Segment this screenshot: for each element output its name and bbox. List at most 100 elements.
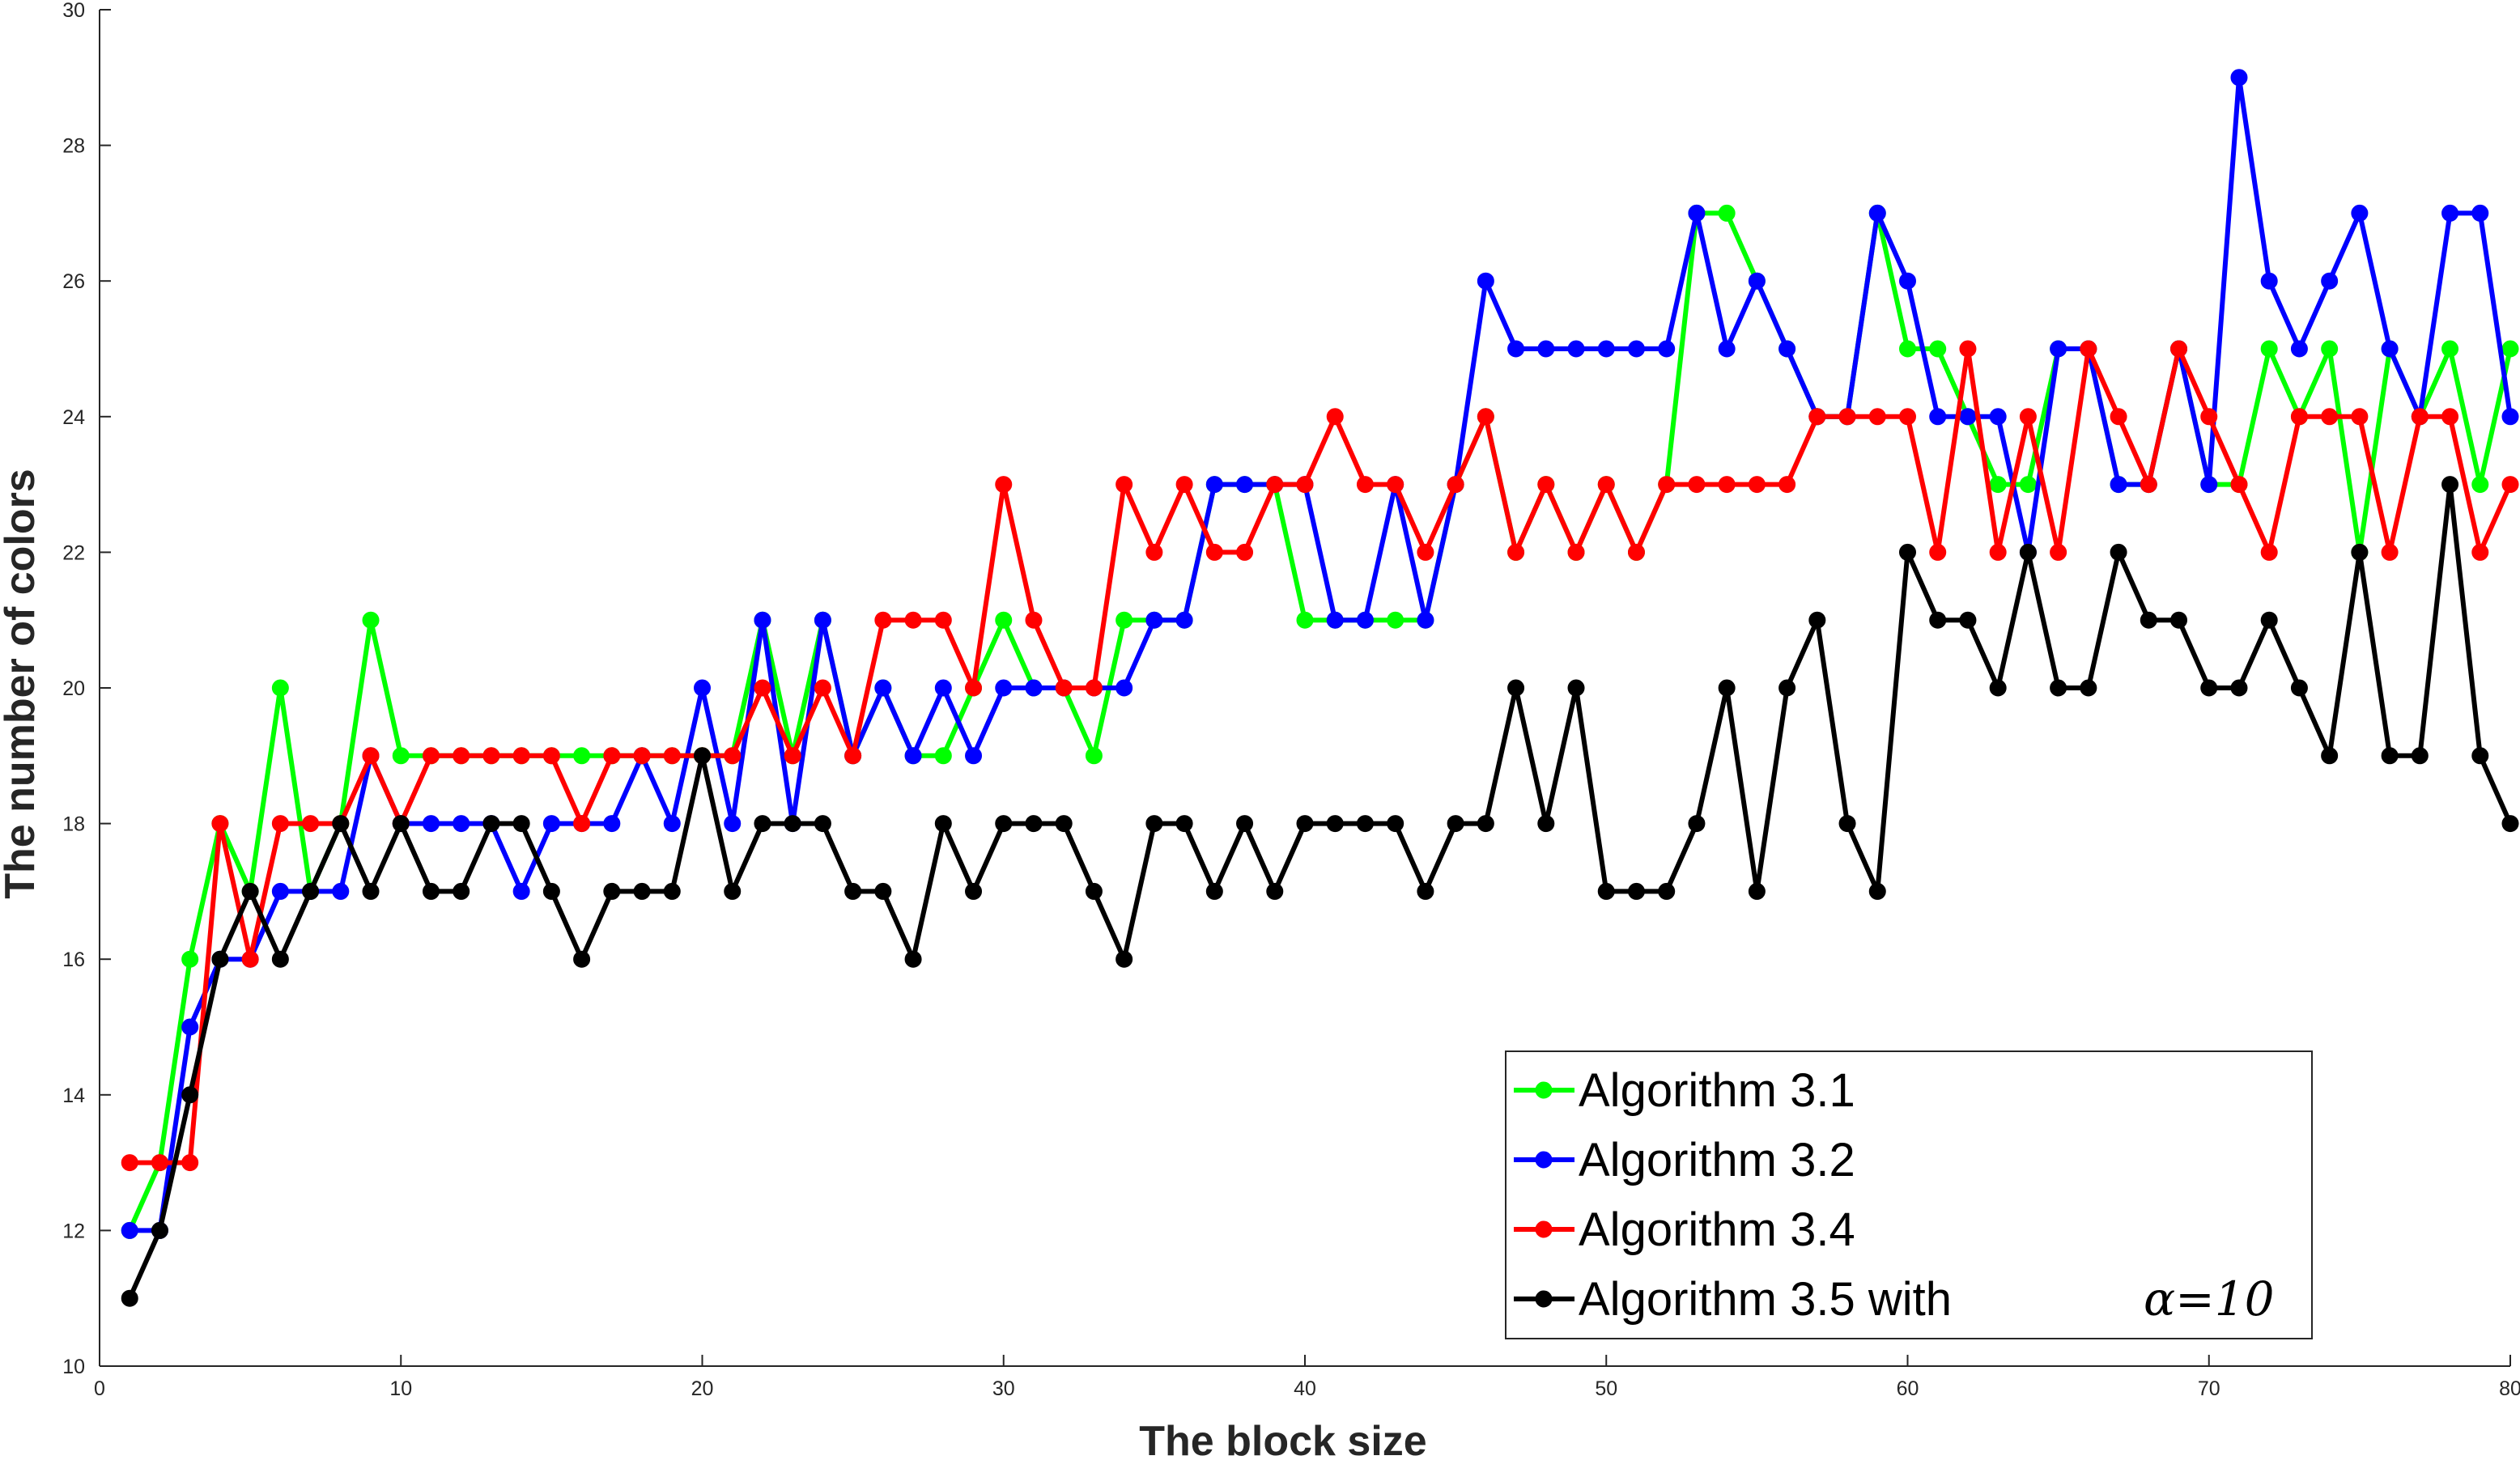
- x-tick-label: 60: [1897, 1377, 1919, 1400]
- data-point: [1718, 476, 1736, 494]
- data-point: [1597, 476, 1615, 494]
- data-point: [1748, 476, 1766, 494]
- data-point: [573, 950, 591, 968]
- x-axis-label: The block size: [1139, 1418, 1426, 1460]
- data-point: [211, 950, 229, 968]
- data-point: [1326, 611, 1344, 629]
- data-point: [2110, 476, 2127, 494]
- data-point: [332, 815, 350, 833]
- data-point: [2260, 272, 2278, 290]
- data-point: [2230, 69, 2248, 87]
- data-point: [1025, 611, 1043, 629]
- data-point: [2411, 747, 2429, 765]
- data-point: [874, 679, 892, 697]
- x-tick-label: 20: [691, 1377, 714, 1400]
- data-point: [1868, 882, 1886, 900]
- data-point: [1085, 747, 1103, 765]
- data-point: [1417, 611, 1434, 629]
- data-point: [1899, 340, 1916, 358]
- data-point: [904, 747, 922, 765]
- data-point: [482, 747, 500, 765]
- data-point: [1055, 679, 1073, 697]
- plot-area: [121, 69, 2519, 1307]
- data-point: [453, 815, 470, 833]
- data-point: [2260, 340, 2278, 358]
- data-point: [422, 882, 440, 900]
- data-point: [1868, 204, 1886, 222]
- data-point: [2170, 340, 2188, 358]
- data-point: [1658, 476, 1676, 494]
- data-point: [1718, 679, 1736, 697]
- data-point: [2351, 204, 2369, 222]
- data-point: [1597, 340, 1615, 358]
- data-point: [1989, 408, 2007, 426]
- data-point: [181, 1086, 199, 1104]
- data-point: [2501, 476, 2519, 494]
- data-point: [2441, 476, 2459, 494]
- data-point: [241, 882, 259, 900]
- x-tick-label: 70: [2198, 1377, 2220, 1400]
- data-point: [1507, 679, 1525, 697]
- data-point: [1477, 408, 1494, 426]
- data-point: [2471, 204, 2489, 222]
- data-point: [2411, 408, 2429, 426]
- data-point: [181, 950, 199, 968]
- data-point: [2441, 204, 2459, 222]
- data-point: [121, 1154, 138, 1172]
- data-point: [2050, 340, 2067, 358]
- data-point: [2080, 340, 2097, 358]
- data-point: [1145, 611, 1163, 629]
- data-point: [1447, 476, 1464, 494]
- data-point: [1266, 476, 1284, 494]
- data-point: [1778, 476, 1796, 494]
- data-point: [1116, 476, 1133, 494]
- data-point: [1567, 679, 1585, 697]
- data-point: [995, 611, 1013, 629]
- y-tick-label: 14: [62, 1084, 85, 1107]
- y-tick-label: 26: [62, 270, 85, 293]
- axes: [99, 9, 2511, 1367]
- data-point: [2471, 747, 2489, 765]
- data-point: [2170, 611, 2188, 629]
- data-point: [1778, 340, 1796, 358]
- y-tick-label: 18: [62, 813, 85, 836]
- data-point: [1929, 543, 1947, 561]
- data-point: [2381, 340, 2399, 358]
- data-point: [1748, 882, 1766, 900]
- data-point: [1116, 611, 1133, 629]
- data-point: [211, 815, 229, 833]
- data-point: [1085, 882, 1103, 900]
- data-point: [1356, 815, 1374, 833]
- data-point: [1205, 882, 1223, 900]
- data-point: [1145, 543, 1163, 561]
- data-point: [1718, 340, 1736, 358]
- data-point: [1296, 476, 1314, 494]
- data-point: [965, 679, 983, 697]
- data-point: [995, 476, 1013, 494]
- data-point: [1537, 476, 1555, 494]
- data-point: [1356, 476, 1374, 494]
- data-point: [965, 882, 983, 900]
- x-tick-label: 40: [1294, 1377, 1316, 1400]
- data-point: [2110, 543, 2127, 561]
- series-4: [121, 476, 2519, 1307]
- data-point: [1025, 815, 1043, 833]
- legend-swatch-marker: [1535, 1151, 1553, 1169]
- data-point: [2019, 476, 2037, 494]
- data-point: [392, 747, 410, 765]
- data-point: [1929, 611, 1947, 629]
- data-point: [2501, 815, 2519, 833]
- data-point: [151, 1221, 168, 1239]
- data-point: [1537, 815, 1555, 833]
- data-point: [694, 747, 711, 765]
- data-point: [1778, 679, 1796, 697]
- legend-entries: Algorithm 3.1 Algorithm 3.2 Algorithm 3.4 A…: [1514, 1064, 2275, 1326]
- data-point: [1417, 882, 1434, 900]
- data-point: [1748, 272, 1766, 290]
- data-point: [633, 882, 651, 900]
- data-point: [1417, 543, 1434, 561]
- data-point: [2019, 543, 2037, 561]
- data-point: [633, 747, 651, 765]
- y-tick-label: 12: [62, 1220, 85, 1242]
- data-point: [1116, 679, 1133, 697]
